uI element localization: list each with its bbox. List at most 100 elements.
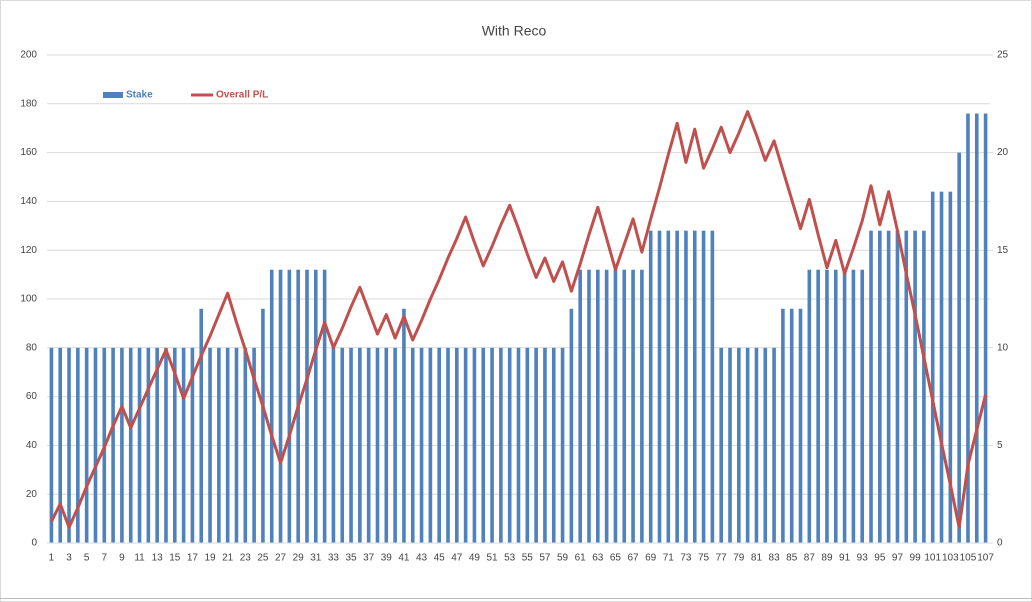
bar <box>76 347 80 543</box>
y-tick-label: 80 <box>26 342 38 353</box>
bar <box>604 269 609 543</box>
bar <box>322 269 327 543</box>
bar <box>208 347 212 543</box>
bar <box>860 269 865 543</box>
bar <box>640 269 644 543</box>
bar <box>710 230 715 543</box>
bar <box>551 347 556 543</box>
bar <box>922 230 926 543</box>
x-tick-label: 43 <box>416 553 428 564</box>
bar <box>684 230 688 543</box>
x-tick-label: 53 <box>504 553 516 564</box>
x-tick-label: 65 <box>610 553 622 564</box>
x-tick-label: 105 <box>960 553 977 564</box>
x-tick-label: 107 <box>977 553 994 564</box>
x-tick-label: 1 <box>49 553 55 564</box>
legend-swatch <box>103 92 123 98</box>
bar <box>340 347 345 543</box>
bar <box>886 230 891 543</box>
x-tick-label: 95 <box>874 553 886 564</box>
x-tick-label: 7 <box>102 553 108 564</box>
bar <box>966 113 970 543</box>
x-tick-label: 61 <box>575 553 587 564</box>
bar <box>851 269 856 543</box>
y-tick-label: 60 <box>26 391 38 402</box>
x-tick-label: 81 <box>751 553 763 564</box>
bar <box>111 347 115 543</box>
bar <box>252 347 256 543</box>
x-tick-label: 89 <box>821 553 833 564</box>
chart-title: With Reco <box>482 23 547 39</box>
bar <box>155 347 159 543</box>
bar <box>472 347 477 543</box>
bar <box>789 308 794 543</box>
bar <box>842 269 847 543</box>
x-tick-label: 13 <box>152 553 164 564</box>
bar <box>657 230 662 543</box>
bar <box>613 269 618 543</box>
x-tick-label: 3 <box>66 553 72 564</box>
x-tick-label: 17 <box>187 553 199 564</box>
bar <box>137 347 142 543</box>
x-tick-label: 41 <box>398 553 410 564</box>
bar <box>490 347 494 543</box>
x-tick-label: 93 <box>857 553 869 564</box>
bar <box>499 347 503 543</box>
bar <box>904 230 909 543</box>
y2-tick-label: 20 <box>997 147 1009 158</box>
x-tick-label: 27 <box>275 553 287 564</box>
bar <box>737 347 741 543</box>
bar <box>384 347 389 543</box>
bar <box>287 269 292 543</box>
bar <box>93 347 98 543</box>
bar <box>974 113 979 543</box>
bar <box>419 347 424 543</box>
bar <box>128 347 133 543</box>
bar <box>807 269 812 543</box>
bar <box>719 347 724 543</box>
y2-tick-label: 15 <box>997 245 1009 256</box>
legend-label: Overall P/L <box>216 90 268 101</box>
x-tick-label: 9 <box>119 553 125 564</box>
bar <box>507 347 512 543</box>
bar <box>939 191 944 543</box>
x-tick-label: 99 <box>910 553 922 564</box>
bar <box>534 347 538 543</box>
bar <box>437 347 441 543</box>
y-tick-label: 0 <box>31 538 37 549</box>
bar <box>948 191 953 543</box>
x-tick-label: 83 <box>769 553 781 564</box>
x-tick-label: 51 <box>486 553 498 564</box>
x-tick-label: 33 <box>328 553 340 564</box>
bar <box>772 347 776 543</box>
x-tick-label: 29 <box>293 553 305 564</box>
y-tick-label: 20 <box>26 489 38 500</box>
bar <box>58 347 63 543</box>
x-tick-label: 79 <box>733 553 745 564</box>
x-tick-label: 71 <box>663 553 675 564</box>
bar <box>816 269 820 543</box>
bar <box>675 230 679 543</box>
bar <box>190 347 195 543</box>
y2-tick-label: 10 <box>997 342 1009 353</box>
bar <box>358 347 362 543</box>
bar <box>569 308 574 543</box>
bar <box>560 347 565 543</box>
bar <box>305 269 309 543</box>
bar <box>587 269 591 543</box>
y-tick-label: 140 <box>20 196 37 207</box>
bar <box>825 269 829 543</box>
bar <box>261 308 265 543</box>
x-tick-label: 21 <box>222 553 234 564</box>
bar <box>393 347 397 543</box>
bar <box>410 347 415 543</box>
y-tick-label: 160 <box>20 147 37 158</box>
bar <box>631 269 635 543</box>
x-tick-label: 49 <box>469 553 481 564</box>
x-tick-label: 59 <box>557 553 569 564</box>
x-tick-label: 11 <box>134 553 145 564</box>
bar <box>913 230 917 543</box>
x-tick-label: 97 <box>892 553 904 564</box>
bar <box>349 347 353 543</box>
